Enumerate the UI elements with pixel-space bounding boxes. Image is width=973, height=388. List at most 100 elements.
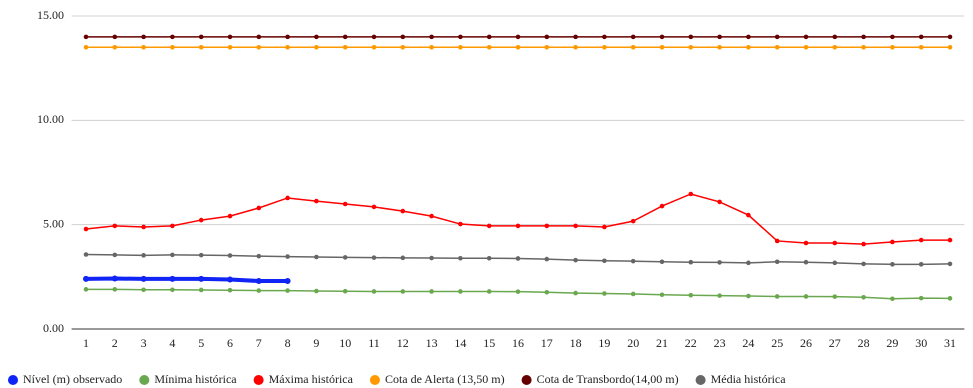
point [832,294,838,299]
point [285,34,290,40]
point [227,287,233,293]
y-tick-label: 15.00 [37,8,64,22]
point [198,217,204,223]
point [803,240,809,246]
point [947,296,953,301]
point [515,34,521,40]
point [544,223,550,229]
point [83,252,89,257]
x-tick-label: 3 [141,336,147,350]
x-tick-label: 18 [570,336,582,350]
point [774,45,780,50]
legend-marker [695,375,706,385]
point [198,287,204,293]
legend-marker [253,375,264,385]
point [890,239,895,245]
point [774,34,780,40]
point [170,34,175,40]
point [918,45,924,50]
point [486,45,492,50]
point [284,278,291,285]
point [371,255,377,260]
point [688,259,694,265]
x-tick-label: 10 [339,336,351,350]
point [314,198,319,204]
point [458,289,463,294]
point [83,275,89,282]
legend-label: Mínima histórica [154,372,237,386]
point [429,213,434,219]
point [141,224,146,230]
point [774,294,780,299]
point [314,45,319,50]
point [227,34,233,40]
x-tick-label: 13 [426,336,438,350]
legend-marker [369,375,380,385]
x-tick-label: 11 [368,336,380,350]
point [141,34,146,40]
legend-label: Máxima histórica [269,372,354,386]
point [83,34,89,40]
point [602,34,607,40]
x-tick-label: 16 [512,336,524,350]
legend-marker [8,375,18,385]
x-tick-label: 21 [656,336,668,350]
point [170,223,175,229]
point [112,45,118,50]
point [774,238,780,244]
point [746,293,751,299]
x-tick-label: 4 [169,336,175,350]
point [285,254,290,259]
point [141,253,146,258]
point [458,34,463,40]
point [890,262,895,267]
x-tick-label: 7 [256,336,262,350]
point [717,260,722,265]
x-tick-label: 9 [313,336,319,350]
y-tick-label: 5.00 [43,216,64,230]
point [573,34,578,40]
point [227,213,233,219]
point [573,290,578,296]
point [746,212,751,218]
x-tick-label: 29 [886,336,898,350]
point [112,287,118,292]
point [314,254,319,260]
point [458,45,463,50]
point [198,34,204,40]
legend-label: Nível (m) observado [23,372,122,386]
point [630,291,636,297]
point [285,195,290,201]
point [717,199,722,205]
point [256,34,262,40]
point [630,34,636,40]
point [198,45,204,50]
legend-label: Cota de Alerta (13,50 m) [385,372,505,386]
point [688,292,694,298]
point [918,237,924,243]
legend-label: Cota de Transbordo(14,00 m) [537,372,679,386]
point [342,201,348,207]
legend-marker [521,375,532,385]
point [141,45,146,50]
point [169,275,176,282]
point [544,45,550,50]
point [803,45,809,50]
x-tick-label: 24 [742,336,754,350]
point [688,45,694,50]
series-line [85,276,288,284]
point [112,223,118,229]
point [83,226,89,232]
point [371,34,377,40]
point [544,289,550,295]
point [602,224,607,230]
point [429,45,434,50]
point [515,256,521,261]
point [746,45,751,50]
point [256,45,262,50]
point [198,275,205,282]
point [890,296,895,302]
point [573,257,578,263]
point [659,292,665,298]
point [342,255,348,260]
